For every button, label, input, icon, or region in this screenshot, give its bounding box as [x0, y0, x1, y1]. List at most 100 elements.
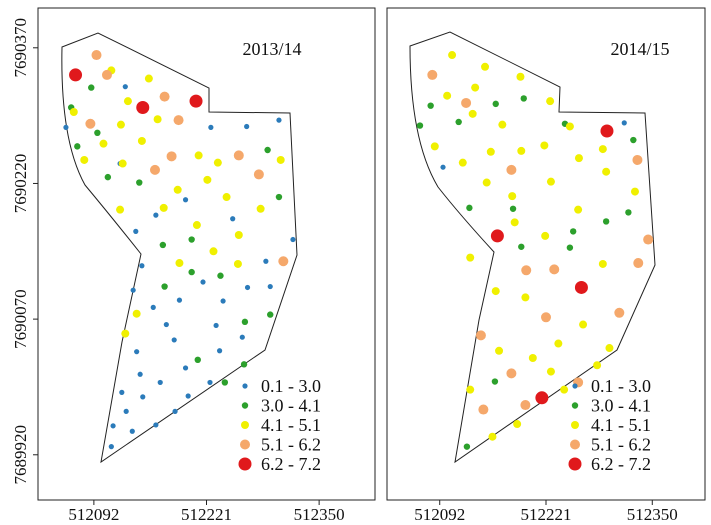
sample-point [63, 124, 69, 130]
sample-point [491, 287, 500, 296]
sample-point [140, 394, 146, 400]
x-tick-label: 512350 [627, 505, 678, 524]
sample-point [541, 312, 551, 323]
x-tick-label: 512221 [181, 505, 232, 524]
sample-point [625, 209, 632, 216]
x-tick-label: 512092 [68, 505, 119, 524]
sample-point [188, 268, 195, 276]
sample-point [171, 337, 177, 343]
sample-point [94, 129, 101, 137]
sample-point [535, 391, 549, 405]
sample-point [486, 147, 495, 156]
sample-point [600, 124, 614, 138]
sample-point [239, 334, 245, 340]
sample-point [230, 216, 236, 222]
sample-point [203, 175, 212, 184]
sample-point [244, 123, 250, 130]
legend-swatch [240, 439, 250, 450]
sample-point [208, 124, 214, 130]
sample-point [566, 244, 574, 251]
sample-point [91, 50, 102, 61]
sample-point [166, 151, 177, 162]
sample-point [85, 118, 96, 129]
sample-point [290, 236, 296, 243]
sample-point [491, 378, 499, 385]
sample-point [520, 95, 527, 102]
sample-point [153, 212, 159, 218]
sample-point [194, 356, 201, 364]
sample-point [633, 258, 644, 269]
sample-point [101, 69, 112, 80]
sample-point [475, 330, 486, 341]
sample-point [574, 205, 583, 214]
sample-point [602, 167, 611, 176]
sample-point [541, 231, 550, 240]
sample-point [136, 179, 143, 186]
y-tick-label: 7689920 [11, 425, 30, 485]
study-area-outline [61, 32, 298, 464]
sample-point [80, 155, 89, 164]
sample-point [159, 91, 170, 102]
legend-swatch [570, 439, 580, 450]
sample-point [549, 264, 560, 275]
sample-point [176, 297, 183, 303]
sample-point [643, 234, 654, 245]
sample-point [521, 265, 532, 276]
sample-point [256, 204, 265, 213]
sample-point [182, 365, 189, 371]
sample-point [569, 228, 577, 235]
sample-point [110, 423, 116, 429]
sample-point [189, 94, 203, 108]
sample-point [263, 258, 269, 264]
sample-point [222, 193, 231, 202]
sample-point [448, 51, 457, 60]
sample-point [264, 146, 271, 154]
legend-label: 3.0 - 4.1 [591, 396, 651, 416]
sample-point [458, 158, 467, 167]
sample-point [490, 229, 504, 243]
panel-title: 2013/14 [242, 39, 301, 59]
panel-frame [386, 7, 706, 501]
legend-label: 4.1 - 5.1 [591, 415, 651, 435]
sample-point [267, 311, 274, 318]
sample-point [132, 309, 141, 318]
sample-point [233, 150, 244, 161]
sample-point [133, 228, 139, 234]
sample-point [598, 145, 607, 154]
sample-point [137, 136, 146, 145]
sample-point [123, 408, 129, 414]
legend-swatch [571, 421, 579, 429]
sample-point [267, 283, 273, 290]
sample-point [220, 298, 226, 304]
sample-point [194, 151, 203, 160]
sample-point [153, 422, 159, 428]
sample-point [440, 164, 446, 170]
sample-point [602, 218, 610, 225]
sample-point [510, 218, 519, 227]
legend-swatch [241, 421, 249, 429]
sample-point [159, 203, 168, 212]
sample-point [185, 393, 191, 399]
sample-point [137, 371, 143, 377]
panel-title: 2014/15 [610, 39, 669, 59]
sample-point [216, 348, 223, 354]
sample-point [153, 115, 162, 124]
legend-label: 6.2 - 7.2 [261, 454, 321, 474]
sample-point [466, 204, 473, 212]
legend-swatch [238, 457, 252, 471]
sample-point [518, 243, 525, 250]
sample-point [173, 185, 182, 194]
sample-point [506, 164, 517, 175]
sample-point [614, 307, 625, 318]
sample-point [598, 259, 607, 268]
legend-label: 4.1 - 5.1 [261, 415, 321, 435]
sample-point [427, 102, 434, 109]
sample-point [498, 120, 507, 129]
sample-point [188, 236, 195, 243]
sample-point [244, 284, 251, 291]
sample-point [163, 321, 169, 328]
sample-point [88, 84, 95, 91]
sample-point [123, 97, 132, 106]
